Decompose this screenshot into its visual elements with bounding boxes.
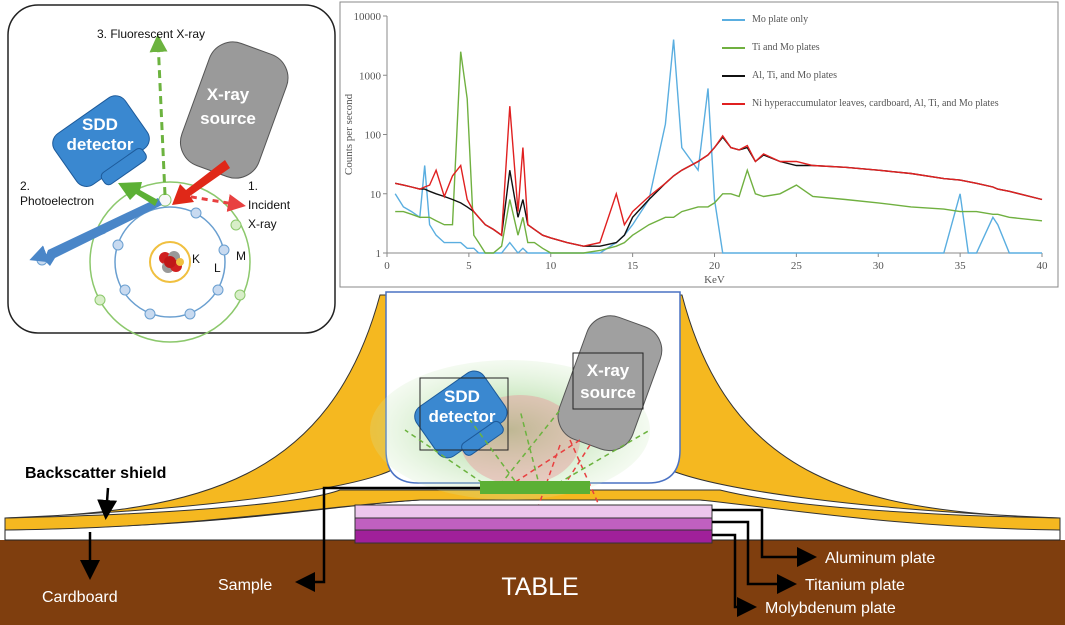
legend-entry: Al, Ti, and Mo plates: [752, 70, 1042, 100]
figure: SDD detector X-ray source 3. Fluorescent…: [0, 0, 1065, 625]
photoelectron-label: Photoelectron: [20, 194, 94, 208]
setup-source: X-ray: [587, 361, 630, 380]
x-tick-label: 0: [384, 260, 390, 272]
backscatter-label: Backscatter shield: [25, 465, 166, 482]
photoelectron-label: 2.: [20, 179, 30, 193]
x-tick-label: 35: [955, 260, 967, 272]
sample-label: Sample: [218, 577, 272, 594]
legend-label: Mo plate only: [752, 14, 1042, 26]
shell-label: M: [236, 249, 246, 263]
setup-detector: detector: [428, 407, 495, 426]
legend-entry: Ni hyperaccumulator leaves, cardboard, A…: [752, 98, 1042, 128]
x-tick-label: 5: [466, 260, 472, 272]
inset-frame: [8, 5, 335, 333]
legend-entry: Mo plate only: [752, 14, 1042, 44]
x-tick-label: 25: [791, 260, 803, 272]
y-tick-label: 100: [365, 130, 382, 142]
incident-label: 1.: [248, 179, 258, 193]
aluminum-plate: [355, 505, 712, 518]
table-label: TABLE: [501, 573, 578, 601]
titanium-plate: [355, 518, 712, 530]
y-tick-label: 10: [370, 189, 382, 201]
inset-source: X-ray: [207, 85, 250, 104]
legend-label: Al, Ti, and Mo plates: [752, 70, 1042, 82]
legend-entry: Ti and Mo plates: [752, 42, 1042, 72]
atom-inset: SDD detector X-ray source 3. Fluorescent…: [8, 5, 335, 342]
y-tick-label: 10000: [354, 11, 382, 23]
page: SDD detector X-ray source 3. Fluorescent…: [0, 0, 1065, 625]
y-axis-label: Counts per second: [343, 93, 355, 175]
x-axis-label: KeV: [704, 274, 725, 286]
plate-label: Titanium plate: [805, 577, 905, 594]
shield-right: [670, 295, 1060, 518]
molybdenum-plate: [355, 530, 712, 543]
legend-label: Ti and Mo plates: [752, 42, 1042, 54]
inset-detector: detector: [66, 135, 133, 154]
x-tick-label: 30: [873, 260, 885, 272]
inset-source: source: [200, 109, 256, 128]
x-tick-label: 20: [709, 260, 721, 272]
x-tick-label: 15: [627, 260, 639, 272]
sample: [480, 481, 590, 494]
fluorescent-label: 3. Fluorescent X-ray: [97, 27, 205, 41]
x-tick-label: 40: [1037, 260, 1049, 272]
k-electron: [176, 258, 184, 266]
plate-label: Molybdenum plate: [765, 600, 896, 617]
x-tick-label: 10: [545, 260, 557, 272]
shell-label: K: [192, 252, 200, 266]
incident-label: X-ray: [248, 217, 277, 231]
shell-label: L: [214, 261, 221, 275]
y-tick-label: 1: [376, 248, 382, 260]
incident-label: Incident: [248, 198, 291, 212]
cardboard-label: Cardboard: [42, 589, 118, 606]
inset-detector: SDD: [82, 115, 118, 134]
legend-label: Ni hyperaccumulator leaves, cardboard, A…: [752, 98, 1042, 110]
plate-label: Aluminum plate: [825, 550, 935, 567]
y-tick-label: 1000: [359, 70, 382, 82]
setup-source: source: [580, 383, 636, 402]
setup-detector: SDD: [444, 387, 480, 406]
